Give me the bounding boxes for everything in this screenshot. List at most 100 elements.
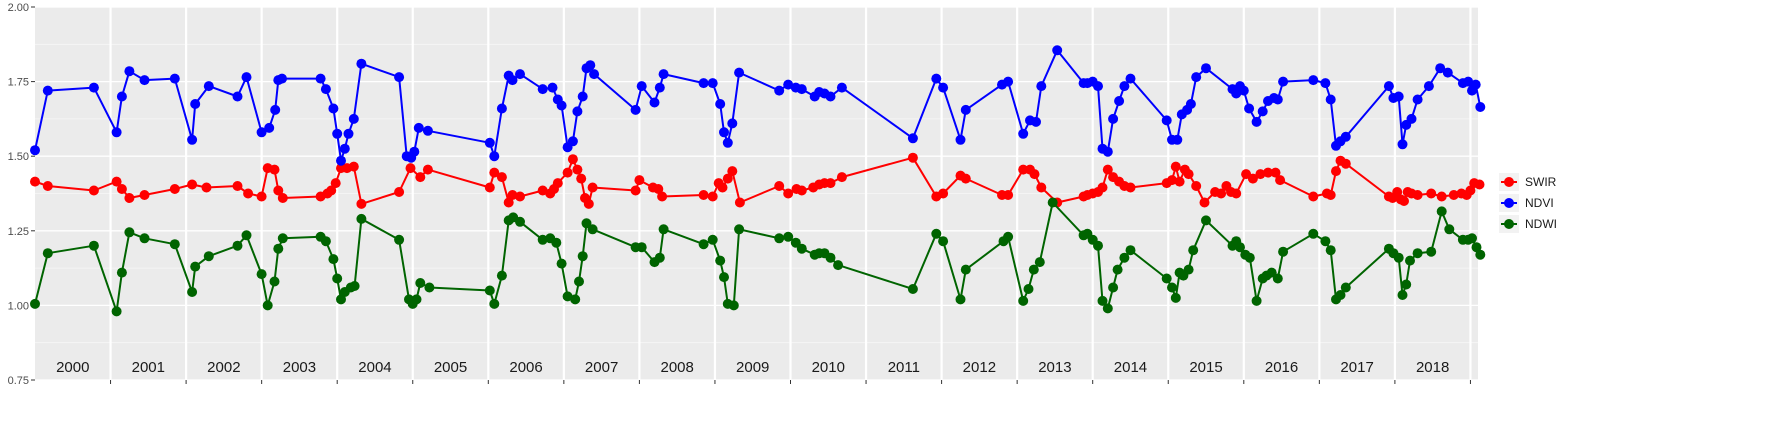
data-point <box>707 78 718 89</box>
data-point <box>232 181 243 191</box>
data-point <box>1247 173 1258 184</box>
data-point <box>496 270 507 281</box>
data-point <box>1167 175 1177 186</box>
data-point <box>1308 191 1319 202</box>
data-point <box>719 272 729 283</box>
data-point <box>537 234 548 245</box>
year-label: 2009 <box>736 359 769 376</box>
data-point <box>264 122 275 133</box>
data-point <box>1102 303 1113 314</box>
data-point <box>1257 106 1268 117</box>
data-point <box>960 104 971 115</box>
data-point <box>190 99 201 109</box>
data-point <box>332 128 343 139</box>
data-point <box>1340 158 1351 169</box>
data-point <box>537 84 548 95</box>
data-point <box>256 191 267 202</box>
y-axis: 0.75 1.00 1.25 1.50 1.75 2.00 <box>8 2 1471 387</box>
year-label: 2000 <box>56 359 89 376</box>
data-point <box>1093 81 1103 92</box>
data-point <box>1255 169 1266 180</box>
data-point <box>1161 115 1172 126</box>
data-point <box>1102 146 1113 157</box>
data-point <box>1003 76 1014 87</box>
data-point <box>1031 116 1041 127</box>
data-point <box>88 240 99 251</box>
data-point <box>1052 45 1063 56</box>
data-point <box>1393 252 1404 263</box>
data-point <box>515 69 525 80</box>
data-point <box>484 182 495 193</box>
data-point <box>1340 131 1351 142</box>
data-point <box>1125 73 1136 84</box>
data-point <box>1167 282 1177 293</box>
data-point <box>907 133 918 144</box>
data-point <box>698 239 709 250</box>
data-point <box>124 66 135 77</box>
data-point <box>139 190 150 200</box>
data-point <box>722 173 733 184</box>
data-point <box>139 233 150 244</box>
data-point <box>1231 88 1242 99</box>
data-point <box>1244 252 1255 263</box>
data-point <box>715 99 726 109</box>
data-point <box>1448 190 1459 200</box>
data-point <box>1191 181 1202 191</box>
data-point <box>88 185 99 196</box>
data-point <box>1465 185 1476 196</box>
data-point <box>1201 63 1211 74</box>
data-point <box>654 252 665 263</box>
data-point <box>124 193 135 203</box>
data-point <box>489 167 500 178</box>
data-point <box>649 97 660 108</box>
data-point <box>562 167 573 178</box>
data-point <box>1397 139 1408 150</box>
data-point <box>1278 246 1289 257</box>
data-point <box>315 73 326 84</box>
data-point <box>1183 264 1194 275</box>
data-point <box>825 91 836 102</box>
data-point <box>577 251 588 262</box>
data-point <box>348 161 359 172</box>
data-point <box>1463 76 1474 87</box>
data-point <box>1003 231 1014 242</box>
data-point <box>111 127 122 138</box>
data-point <box>496 103 507 114</box>
data-point <box>1325 94 1336 105</box>
data-point <box>537 185 548 196</box>
data-point <box>1340 282 1351 293</box>
data-point <box>332 273 343 284</box>
data-point <box>1097 182 1108 193</box>
data-point <box>394 234 405 245</box>
year-label: 2017 <box>1340 359 1373 376</box>
data-point <box>960 264 971 275</box>
data-point <box>415 278 426 288</box>
data-point <box>572 164 583 175</box>
data-point <box>116 267 127 278</box>
data-point <box>825 178 836 189</box>
data-point <box>1216 188 1227 199</box>
data-point <box>1308 228 1319 239</box>
data-point <box>719 127 729 138</box>
data-point <box>1275 175 1286 186</box>
data-point <box>111 306 122 317</box>
year-label: 2005 <box>434 359 467 376</box>
data-point <box>343 128 354 139</box>
data-point <box>577 91 588 102</box>
data-point <box>938 188 949 199</box>
legend-label: NDVI <box>1525 196 1554 210</box>
year-label: 2004 <box>358 359 391 376</box>
data-point <box>1185 99 1196 109</box>
data-point <box>1238 85 1249 96</box>
data-point <box>349 281 360 291</box>
data-point <box>572 106 583 117</box>
data-point <box>774 85 785 96</box>
data-point <box>567 136 578 147</box>
data-point <box>30 298 40 309</box>
data-point <box>1191 72 1202 83</box>
data-point <box>262 300 273 311</box>
data-point <box>1401 279 1412 290</box>
data-point <box>570 294 581 305</box>
data-point <box>169 184 180 194</box>
data-point <box>551 237 562 248</box>
